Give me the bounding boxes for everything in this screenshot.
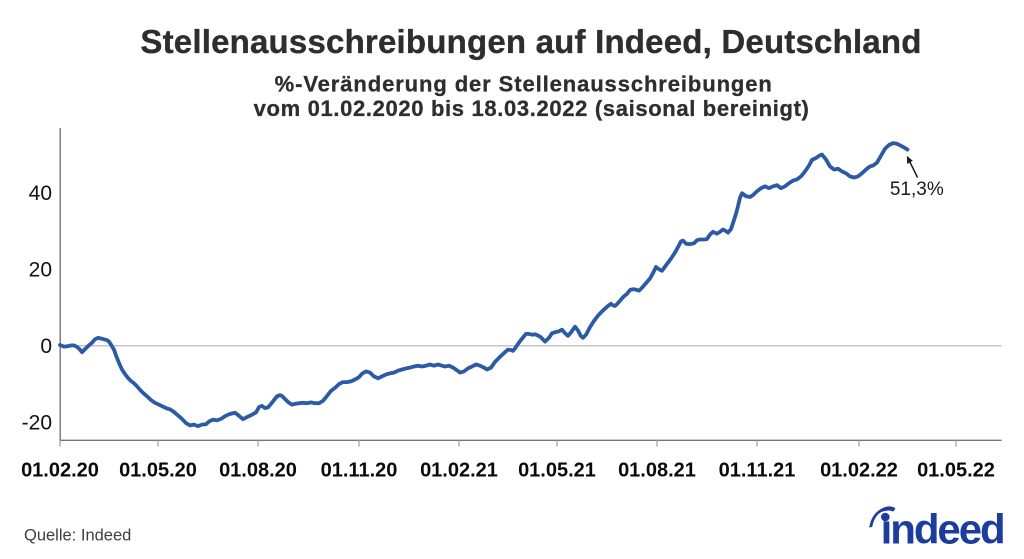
svg-text:Stellenausschreibungen auf Ind: Stellenausschreibungen auf Indeed, Deuts… [140, 23, 921, 60]
svg-text:-20: -20 [22, 412, 52, 435]
svg-text:ındeed: ındeed [881, 505, 1004, 552]
svg-text:01.05.21: 01.05.21 [518, 460, 596, 482]
svg-text:%-Veränderung der Stellenaussc: %-Veränderung der Stellenausschreibungen [275, 72, 773, 97]
svg-text:51,3%: 51,3% [890, 179, 944, 200]
svg-text:01.02.22: 01.02.22 [820, 460, 898, 482]
svg-text:01.05.22: 01.05.22 [917, 460, 995, 482]
svg-text:01.08.20: 01.08.20 [219, 460, 297, 482]
svg-text:01.11.21: 01.11.21 [719, 460, 796, 482]
svg-text:01.05.20: 01.05.20 [119, 460, 197, 482]
svg-text:vom 01.02.2020 bis 18.03.2022: vom 01.02.2020 bis 18.03.2022 (saisonal … [254, 96, 810, 121]
svg-text:01.02.21: 01.02.21 [420, 460, 498, 482]
svg-text:Quelle: Indeed: Quelle: Indeed [24, 527, 131, 545]
svg-text:01.02.20: 01.02.20 [21, 460, 99, 482]
svg-text:20: 20 [29, 259, 52, 282]
svg-text:01.08.21: 01.08.21 [618, 460, 696, 482]
svg-text:0: 0 [40, 335, 52, 358]
svg-text:40: 40 [29, 182, 52, 205]
svg-text:01.11.20: 01.11.20 [321, 460, 398, 482]
